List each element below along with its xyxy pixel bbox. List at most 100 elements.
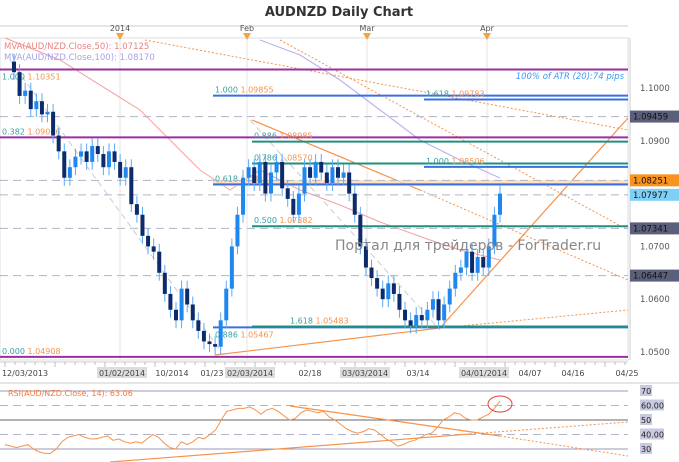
chart-title: AUDNZD Daily Chart — [265, 5, 413, 20]
fib-level-label: 0.886 1.08985 — [254, 132, 313, 141]
fib-value: 1.04908 — [27, 347, 60, 356]
candle-body — [481, 256, 486, 268]
candle-body — [23, 90, 28, 96]
candle-body — [73, 156, 78, 168]
fib-0618-band — [213, 180, 628, 186]
candle-body — [34, 101, 39, 110]
candle-body — [291, 198, 296, 215]
fib-ratio: 0.786 — [254, 154, 279, 163]
candle-body — [380, 288, 385, 300]
vertical-gridlines — [119, 38, 488, 360]
candle-body — [229, 246, 234, 289]
candle-body — [408, 320, 413, 326]
candle-body — [442, 304, 447, 321]
candle-body — [140, 214, 145, 236]
price-panel — [0, 37, 629, 361]
candle-body — [391, 283, 396, 294]
rsi-level-label: 40.00 — [641, 431, 664, 440]
fib-value: 1.10351 — [27, 72, 60, 81]
candle-body — [67, 167, 72, 178]
candle-body — [17, 72, 22, 96]
rsi-trendline-down — [289, 405, 501, 437]
fib-level-label: 1.000 1.10351 — [2, 72, 61, 81]
candle-body — [213, 344, 218, 347]
fib-ratio: 0.000 — [2, 347, 27, 356]
price-tick-label: 1.1000 — [640, 84, 670, 94]
candle-body — [79, 151, 84, 157]
candle-body — [179, 288, 184, 321]
fib-level-label: 1.618 1.05483 — [290, 316, 349, 325]
candle-body — [252, 167, 257, 184]
marker-triangle-icon — [243, 33, 251, 40]
candle-body — [95, 146, 100, 154]
atr-note: 100% of ATR (20):74 pips — [516, 72, 625, 82]
time-tick-label: 04/07 — [518, 369, 541, 378]
fib-ratio: 0.500 — [254, 216, 279, 225]
candle-body — [414, 315, 419, 326]
candle-body — [134, 204, 139, 215]
candle-body — [268, 172, 273, 194]
candle-body — [470, 251, 475, 273]
candle-body — [386, 283, 391, 300]
price-tag — [630, 269, 679, 282]
candle-body — [162, 272, 167, 294]
rsi-label: RSI(AUD/NZD.Close, 14): 63.06 — [8, 389, 133, 398]
candle-body — [257, 161, 262, 184]
legend-ma50: MVA(AUD/NZD.Close,50): 1.07125 — [4, 42, 149, 52]
candle-body — [403, 309, 408, 321]
rsi-level-label: 50 — [641, 416, 651, 425]
price-tag-label: 1.07977 — [633, 191, 668, 201]
time-tick-label: 04/25 — [615, 369, 638, 378]
candle-body — [464, 251, 469, 268]
fib-ratio: 0.618 — [215, 174, 240, 183]
fib-value: 1.08570 — [279, 154, 312, 163]
candle-body — [196, 320, 201, 331]
rsi-level-tag — [640, 399, 664, 411]
candle-body — [430, 299, 435, 310]
candle-body — [62, 151, 67, 178]
candle-body — [436, 299, 441, 321]
candle-body — [486, 246, 491, 268]
fib-value: 1.07382 — [279, 216, 312, 225]
fib-ratio: 1.000 — [426, 157, 451, 166]
candle-body — [302, 167, 307, 194]
fib-value: 1.09066 — [27, 127, 60, 136]
fib-guide-line-2 — [249, 119, 441, 331]
top-marker-label: Feb — [240, 24, 254, 33]
candle-body — [453, 272, 458, 289]
trendline-up-steep — [439, 117, 629, 329]
candle-body — [397, 293, 402, 310]
candle-body — [458, 267, 463, 273]
fib-value: 1.08985 — [279, 132, 312, 141]
price-tag — [630, 222, 679, 235]
fib-level-label: 1.618 1.09783 — [426, 89, 485, 98]
candle-body — [363, 246, 368, 268]
time-tick-label: 01/02/2014 — [99, 369, 145, 378]
candle-body — [492, 214, 497, 247]
candle-body — [39, 101, 44, 115]
fib-level-label: 0.886 1.05467 — [215, 330, 274, 339]
candle-body — [241, 177, 246, 215]
time-label-highlight — [459, 367, 509, 378]
price-tag — [630, 174, 679, 187]
candle-body — [118, 161, 123, 178]
candle-body — [123, 167, 128, 178]
rsi-level-tag — [640, 385, 652, 396]
trendline-dotted-1 — [144, 39, 629, 131]
time-tick-label: 04/16 — [561, 369, 584, 378]
fib-ratio: 0.886 — [254, 132, 279, 141]
candle-body — [235, 214, 240, 247]
ma100-line — [259, 39, 501, 179]
time-tick-label: 04/01/2014 — [461, 369, 507, 378]
fib-value: 1.09783 — [451, 89, 484, 98]
rsi-level-label: 30 — [641, 445, 651, 454]
candle-body — [330, 167, 335, 184]
price-tag-label: 1.06447 — [633, 272, 668, 282]
candle-body — [101, 154, 106, 168]
candle-body — [319, 161, 324, 173]
candle-body — [246, 167, 251, 178]
candle-body — [475, 256, 480, 273]
candle-body — [296, 193, 301, 215]
